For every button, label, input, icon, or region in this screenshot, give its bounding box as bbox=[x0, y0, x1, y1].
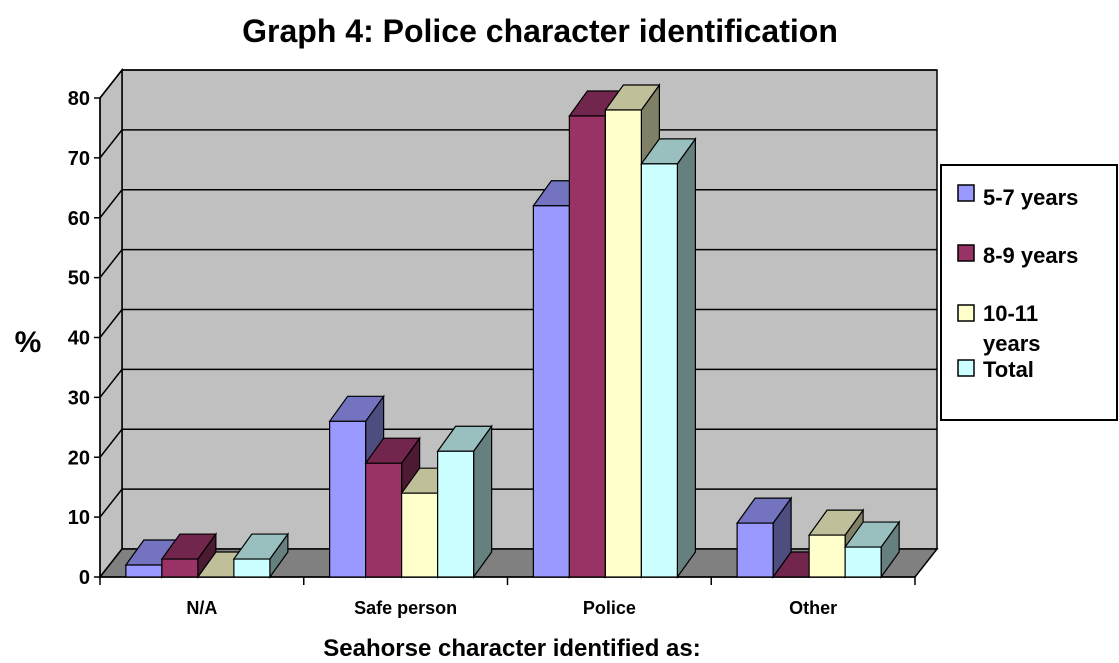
bar-front bbox=[808, 534, 846, 578]
bar-n-a-total bbox=[232, 532, 290, 579]
legend-swatch-total bbox=[957, 359, 975, 377]
bar-n-a-8-9-years bbox=[160, 532, 218, 579]
plot-area: 0 10 20 30 40 50 60 70 80 N/A Safe person Police Oth… bbox=[68, 67, 939, 618]
x-tick-label: Police bbox=[583, 598, 636, 618]
legend-swatch-10-11-years bbox=[957, 304, 975, 322]
bar-front bbox=[736, 522, 774, 578]
bar-front bbox=[161, 558, 199, 578]
x-tick-label: N/A bbox=[186, 598, 217, 618]
y-tick-label: 40 bbox=[68, 328, 90, 350]
y-tick-label: 10 bbox=[68, 507, 90, 529]
bar-front bbox=[640, 163, 678, 578]
y-axis-label: % bbox=[15, 326, 42, 359]
y-tick-label: 60 bbox=[68, 208, 90, 230]
legend-box bbox=[940, 164, 1118, 421]
bar-police-total bbox=[640, 137, 697, 579]
y-tick-label: 50 bbox=[68, 268, 90, 290]
y-tick-label: 80 bbox=[68, 88, 90, 110]
bar-front bbox=[401, 492, 439, 578]
bar-side bbox=[676, 137, 696, 579]
y-tick-label: 20 bbox=[68, 447, 90, 469]
bar-other-total bbox=[843, 520, 901, 579]
legend-swatch-8-9-years bbox=[957, 244, 975, 262]
bar-front bbox=[568, 115, 606, 578]
legend-label-5-7-years: 5-7 years bbox=[983, 185, 1078, 210]
x-axis-label: Seahorse character identified as: bbox=[323, 635, 700, 662]
y-tick-label: 70 bbox=[68, 148, 90, 170]
legend-swatch-5-7-years bbox=[957, 184, 975, 202]
legend-label-total: Total bbox=[983, 357, 1034, 382]
x-tick-label: Other bbox=[789, 598, 837, 618]
gridline bbox=[99, 69, 937, 99]
bar-front bbox=[329, 420, 367, 578]
bar-front bbox=[233, 558, 271, 578]
y-tick-label: 0 bbox=[79, 567, 90, 589]
bar-side bbox=[473, 424, 493, 579]
bar-front bbox=[125, 564, 163, 578]
y-tick-label: 30 bbox=[68, 387, 90, 409]
chart-title: Graph 4: Police character identification bbox=[242, 13, 838, 49]
gridline bbox=[99, 129, 937, 159]
bar-front bbox=[532, 205, 570, 578]
legend-label-10-11-years: 10-11 years bbox=[983, 301, 1041, 356]
bar-safe-person-total bbox=[436, 424, 493, 579]
legend-label-8-9-years: 8-9 years bbox=[983, 243, 1078, 268]
bar-front bbox=[437, 450, 475, 578]
bar-front bbox=[365, 462, 403, 578]
bar-front bbox=[604, 109, 642, 578]
x-tick-label: Safe person bbox=[354, 598, 457, 618]
bar-front bbox=[844, 546, 882, 578]
